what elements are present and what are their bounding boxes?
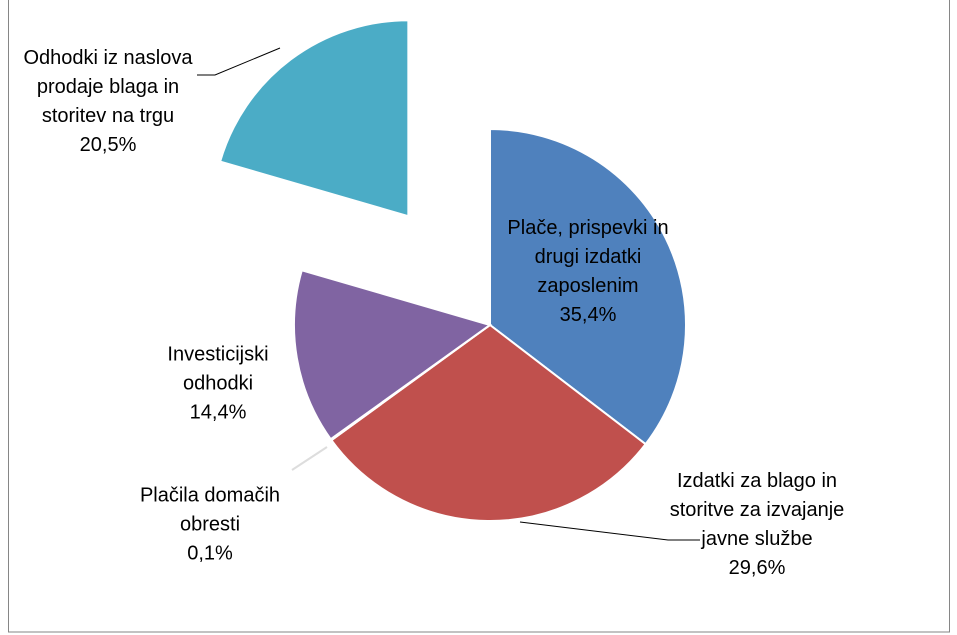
pie-slice — [293, 269, 493, 441]
leader-line — [197, 47, 281, 76]
category-name: Plače, prispevki in drugi izdatki zaposl… — [507, 217, 669, 297]
slice-label: Plače, prispevki in drugi izdatki zaposl… — [488, 214, 688, 330]
category-name: Odhodki iz naslova prodaje blaga in stor… — [23, 47, 193, 127]
pie-slice — [330, 323, 648, 522]
category-name: Izdatki za blago in storitve za izvajanj… — [669, 470, 845, 550]
slice-label: Plačila domačih obresti 0,1% — [125, 482, 295, 569]
pie-slice — [489, 127, 687, 446]
value-label: 35,4% — [559, 304, 617, 326]
chart-border — [8, 0, 950, 633]
value-label: 29,6% — [728, 557, 786, 579]
value-label: 0,1% — [187, 542, 233, 565]
category-name: Investicijski odhodki — [167, 343, 269, 395]
pie-slice — [218, 19, 410, 218]
slice-label: Izdatki za blago in storitve za izvajanj… — [662, 467, 852, 583]
leader-line — [291, 446, 328, 471]
category-name: Plačila domačih obresti — [139, 484, 281, 536]
leader-line — [519, 521, 700, 541]
value-label: 20,5% — [79, 134, 137, 156]
value-label: 14,4% — [189, 401, 247, 424]
slice-label: Investicijski odhodki 14,4% — [143, 341, 293, 428]
slice-label: Odhodki iz naslova prodaje blaga in stor… — [13, 44, 203, 160]
